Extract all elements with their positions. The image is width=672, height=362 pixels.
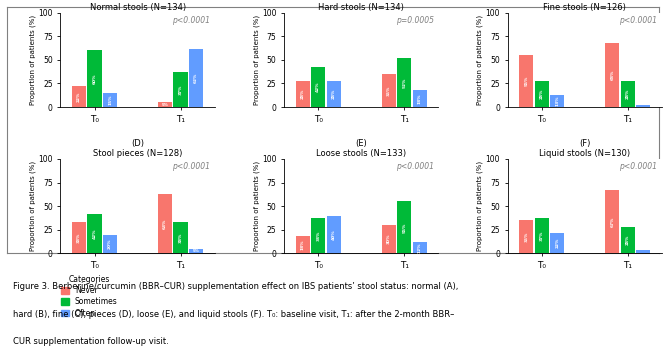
Bar xyxy=(158,194,172,253)
Text: p<0.0001: p<0.0001 xyxy=(172,16,210,25)
Bar xyxy=(296,81,310,107)
Title: (D)
Stool pieces (N=128): (D) Stool pieces (N=128) xyxy=(93,139,182,158)
Text: 68%: 68% xyxy=(610,70,614,80)
Legend: Never, Sometimes, Often: Never, Sometimes, Often xyxy=(61,275,118,317)
Bar xyxy=(397,202,411,253)
Bar xyxy=(519,220,534,253)
Text: 37%: 37% xyxy=(540,231,544,241)
Bar xyxy=(636,105,650,107)
Y-axis label: Proportion of patients (%): Proportion of patients (%) xyxy=(253,15,260,105)
Bar xyxy=(382,74,396,107)
Bar xyxy=(550,233,564,253)
Text: 20%: 20% xyxy=(108,239,112,249)
Bar xyxy=(311,67,325,107)
Text: 12%: 12% xyxy=(418,243,422,253)
Text: 63%: 63% xyxy=(163,219,167,229)
Text: 67%: 67% xyxy=(610,216,614,227)
Bar xyxy=(87,214,101,253)
Bar xyxy=(382,225,396,253)
Bar xyxy=(327,81,341,107)
Text: Figure 3. Berberine/curcumin (BBR–CUR) supplementation effect on IBS patients’ s: Figure 3. Berberine/curcumin (BBR–CUR) s… xyxy=(13,282,459,291)
Title: (B)
Hard stools (N=134): (B) Hard stools (N=134) xyxy=(319,0,404,12)
Text: 30%: 30% xyxy=(387,234,390,244)
Bar xyxy=(103,93,117,107)
Text: 28%: 28% xyxy=(332,89,335,99)
Bar xyxy=(72,86,86,107)
Title: (A)
Normal stools (N=134): (A) Normal stools (N=134) xyxy=(89,0,185,12)
Bar xyxy=(87,50,101,107)
Text: 28%: 28% xyxy=(626,89,630,99)
Y-axis label: Proportion of patients (%): Proportion of patients (%) xyxy=(30,15,36,105)
Bar xyxy=(173,72,187,107)
Text: 28%: 28% xyxy=(300,89,304,99)
Text: 28%: 28% xyxy=(540,89,544,99)
Bar xyxy=(621,81,635,107)
Bar xyxy=(519,55,534,107)
Text: 5%: 5% xyxy=(193,249,200,253)
Text: 13%: 13% xyxy=(555,96,559,106)
Text: 22%: 22% xyxy=(77,92,81,102)
Bar xyxy=(327,216,341,253)
Text: 40%: 40% xyxy=(332,229,335,240)
Bar xyxy=(397,58,411,107)
Bar xyxy=(158,102,172,107)
Text: p=0.0005: p=0.0005 xyxy=(396,16,433,25)
Bar xyxy=(535,81,549,107)
Text: 35%: 35% xyxy=(524,232,528,242)
Text: p<0.0001: p<0.0001 xyxy=(172,162,210,171)
Text: 33%: 33% xyxy=(77,233,81,243)
Text: p<0.0001: p<0.0001 xyxy=(620,16,657,25)
Text: 42%: 42% xyxy=(316,82,320,93)
Y-axis label: Proportion of patients (%): Proportion of patients (%) xyxy=(30,161,36,251)
Text: 42%: 42% xyxy=(93,228,97,239)
Text: 33%: 33% xyxy=(179,233,183,243)
Title: (E)
Loose stools (N=133): (E) Loose stools (N=133) xyxy=(316,139,407,158)
Text: 15%: 15% xyxy=(108,95,112,105)
Bar xyxy=(189,249,203,253)
Text: 35%: 35% xyxy=(387,85,390,96)
Text: 37%: 37% xyxy=(179,84,183,95)
Title: (C)
Fine stools (N=126): (C) Fine stools (N=126) xyxy=(544,0,626,12)
Bar xyxy=(311,218,325,253)
Text: hard (B), fine (C), pieces (D), loose (E), and liquid stools (F). T₀: baseline v: hard (B), fine (C), pieces (D), loose (E… xyxy=(13,310,455,319)
Bar xyxy=(296,236,310,253)
Text: 38%: 38% xyxy=(316,230,320,241)
Text: 62%: 62% xyxy=(194,73,198,83)
Text: 55%: 55% xyxy=(524,76,528,86)
Bar xyxy=(189,49,203,107)
Title: (F)
Liquid stools (N=130): (F) Liquid stools (N=130) xyxy=(539,139,630,158)
Bar xyxy=(173,222,187,253)
Bar xyxy=(413,90,427,107)
Y-axis label: Proportion of patients (%): Proportion of patients (%) xyxy=(477,15,483,105)
Bar xyxy=(413,242,427,253)
Text: CUR supplementation follow-up visit.: CUR supplementation follow-up visit. xyxy=(13,337,169,346)
Bar xyxy=(605,43,620,107)
Text: p<0.0001: p<0.0001 xyxy=(620,162,657,171)
Text: p<0.0001: p<0.0001 xyxy=(396,162,433,171)
Bar xyxy=(535,219,549,253)
Y-axis label: Proportion of patients (%): Proportion of patients (%) xyxy=(253,161,260,251)
Bar xyxy=(605,190,620,253)
Text: 60%: 60% xyxy=(93,73,97,84)
Bar xyxy=(636,250,650,253)
Bar xyxy=(103,235,117,253)
Y-axis label: Proportion of patients (%): Proportion of patients (%) xyxy=(477,161,483,251)
Bar xyxy=(621,227,635,253)
Bar xyxy=(72,222,86,253)
Bar xyxy=(550,95,564,107)
Text: 55%: 55% xyxy=(403,222,407,233)
Text: 28%: 28% xyxy=(626,235,630,245)
Text: 18%: 18% xyxy=(418,93,422,104)
Text: 18%: 18% xyxy=(300,240,304,250)
Text: 5%: 5% xyxy=(162,103,169,107)
Text: 52%: 52% xyxy=(403,77,407,88)
Text: 22%: 22% xyxy=(555,238,559,248)
